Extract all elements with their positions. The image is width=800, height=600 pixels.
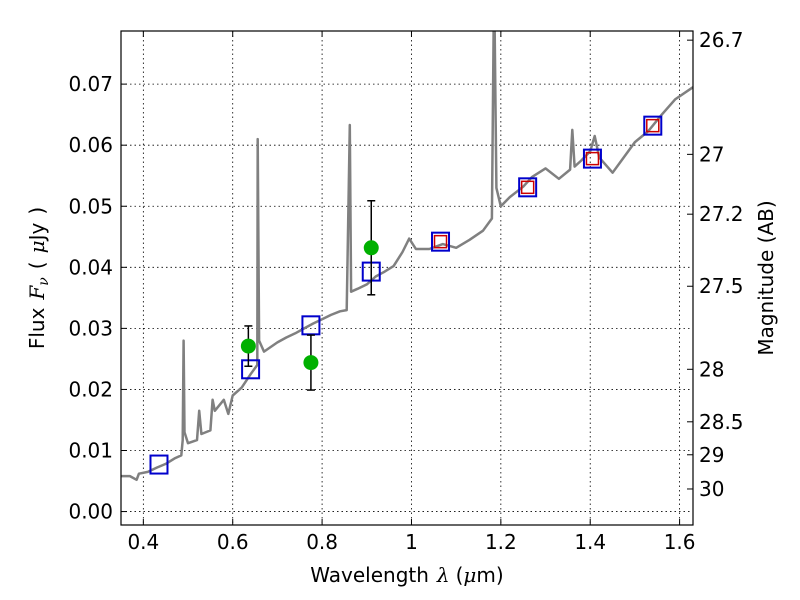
synthetic-photometry-marker [241,359,261,380]
y-tick-label: 0.07 [68,72,113,96]
y2-tick-label: 29 [699,443,724,467]
synthetic-photometry-marker [582,148,602,169]
y-tick-label: 0.03 [68,316,113,340]
synthetic-photometry-marker [149,454,169,475]
observed-photometry-marker [303,355,319,371]
y2-tick-label: 28 [699,357,724,381]
y-axis-symbol: F [25,285,49,301]
synthetic-photometry-marker [301,315,321,336]
grid [121,31,693,525]
synthetic-photometry-marker [431,231,451,252]
upper-point-marker [520,180,535,195]
x-tick-label: 1.2 [485,530,517,554]
y2-tick-label: 26.7 [699,28,744,52]
plot-frame [120,30,694,526]
upper-point-marker [433,234,448,249]
y-axis-unit-rest: Jy [25,222,49,242]
spectrum-line [121,31,693,482]
y-axis-label-prefix: Flux [25,307,49,349]
x-tick-label: 1.4 [574,530,606,554]
y2-axis-label: Magnitude (AB) [754,200,778,355]
y-axis-unit-open: ( [25,261,49,269]
x-tick-label: 0.6 [217,530,249,554]
y-tick-label: 0.06 [68,133,113,157]
y-axis-label: Flux Fν ( μJy) [25,207,52,349]
x-axis-unit-rest: m) [476,563,503,587]
x-tick-label: 0.4 [127,530,159,554]
x-axis-symbol: λ [436,563,450,587]
y-axis-unit-mu: μ [25,240,49,253]
observed-photometry-marker [240,338,256,354]
synthetic-photometry-marker [643,115,663,136]
y2-tick-label: 27 [699,142,724,166]
axis-ticks: 0.4 0.6 0.8 1 1.2 1.4 1.6 0.00 0.01 0.02 0.03 0.04 0… [68,28,743,554]
y-tick-label: 0.00 [68,500,113,524]
model-spectrum [121,31,693,482]
y-axis-subscript: ν [36,277,52,286]
x-axis-label-prefix: Wavelength [310,563,429,587]
y2-tick-label: 27.2 [699,202,744,226]
x-tick-label: 1 [405,530,418,554]
x-tick-label: 0.8 [306,530,338,554]
y-tick-label: 0.02 [68,377,113,401]
y-tick-label: 0.05 [68,194,113,218]
x-axis-label: Wavelength λ (μm) [310,563,503,587]
y2-tick-label: 27.5 [699,274,744,298]
y-tick-label: 0.01 [68,439,113,463]
y-axis-unit-close: ) [25,207,49,215]
upper-point-marker [646,118,660,133]
x-axis-unit-mu: μ [463,563,476,587]
y-tick-label: 0.04 [68,255,113,279]
y2-tick-label: 30 [699,477,724,501]
photometry-points [149,115,663,475]
observed-photometry-marker [363,240,379,256]
x-tick-label: 1.6 [664,530,696,554]
x-axis-unit-open: ( [456,563,464,587]
y2-tick-label: 28.5 [699,410,744,434]
upper-point-marker [585,151,600,166]
synthetic-photometry-marker [518,177,538,198]
